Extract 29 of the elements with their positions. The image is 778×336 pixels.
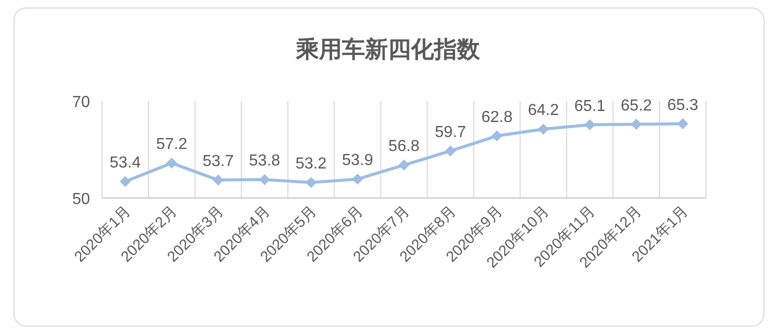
- data-label: 53.7: [202, 153, 234, 170]
- point: [491, 130, 502, 142]
- y-tick-label: 70: [72, 94, 90, 111]
- data-label: 59.7: [434, 124, 466, 141]
- data-label: 53.4: [110, 154, 141, 172]
- point: [444, 145, 456, 156]
- data-label: 62.8: [481, 108, 513, 126]
- point: [677, 118, 688, 130]
- data-label: 64.2: [528, 102, 560, 120]
- point: [259, 174, 270, 186]
- data-label: 53.8: [249, 152, 280, 170]
- data-label: 65.2: [620, 97, 652, 114]
- data-label: 53.2: [296, 155, 327, 172]
- data-label: 65.1: [574, 98, 606, 115]
- point: [538, 124, 549, 135]
- point: [352, 174, 364, 185]
- data-label: 65.3: [667, 96, 698, 114]
- point: [166, 158, 178, 169]
- data-label: 53.9: [342, 152, 374, 170]
- data-label: 56.8: [388, 138, 420, 156]
- chart-title: 乘用车新四化指数: [295, 36, 481, 62]
- point: [584, 119, 596, 130]
- point: [630, 118, 642, 130]
- point: [120, 176, 131, 188]
- point: [398, 160, 410, 171]
- point: [306, 176, 317, 188]
- point: [212, 174, 224, 186]
- data-label: 57.2: [156, 136, 188, 154]
- y-tick-label: 50: [72, 191, 90, 208]
